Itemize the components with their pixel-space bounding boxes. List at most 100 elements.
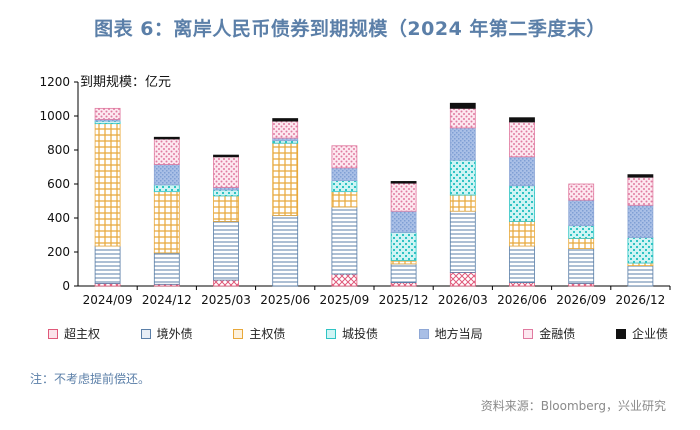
bar-segment-城投债-2025/12 bbox=[390, 232, 417, 261]
bar-segment-主权债-2024/09 bbox=[94, 123, 121, 247]
bar-segment-金融债-2026/06 bbox=[509, 121, 535, 158]
x-tick-label: 2024/09 bbox=[83, 293, 133, 307]
bar-segment-境外债-2025/12 bbox=[390, 263, 417, 283]
y-tick-label: 200 bbox=[47, 245, 70, 259]
legend-item: 境外债 bbox=[140, 325, 193, 342]
bar-segment-金融债-2024/09 bbox=[94, 107, 121, 120]
legend-swatch bbox=[523, 328, 534, 339]
bar-segment-金融债-2024/12 bbox=[153, 138, 180, 165]
bar-segment-金融债-2025/12 bbox=[390, 182, 417, 212]
bar-chart: 0 200 400 600 800 1000 1200 2024/09 2024/12 2025/… bbox=[39, 75, 671, 307]
y-tick-label: 1200 bbox=[39, 75, 70, 89]
x-tick-label: 2025/03 bbox=[201, 293, 251, 307]
bar-segment-企业债-2026/06 bbox=[509, 117, 535, 123]
bar-segment-主权债-2024/12 bbox=[153, 191, 180, 254]
x-tick-label: 2026/12 bbox=[615, 293, 665, 307]
bar-segment-城投债-2026/03 bbox=[449, 159, 476, 196]
bar-segment-超主权-2025/03 bbox=[213, 279, 239, 287]
bar-segment-主权债-2026/09 bbox=[568, 237, 595, 249]
legend-item: 企业债 bbox=[615, 325, 668, 342]
bar-segment-境外债-2026/09 bbox=[568, 248, 595, 284]
legend-swatch bbox=[325, 328, 336, 339]
legend-swatch bbox=[615, 328, 626, 339]
x-tick-label: 2025/12 bbox=[379, 293, 429, 307]
bar-segment-境外债-2024/09 bbox=[94, 245, 121, 284]
chart-legend: 超主权 境外债 主权债 城投债 地方当局 金融债 企业债 bbox=[48, 325, 668, 342]
bar-segment-境外债-2026/12 bbox=[627, 265, 654, 287]
bar-segment-主权债-2026/03 bbox=[449, 194, 476, 212]
legend-item: 地方当局 bbox=[418, 325, 483, 342]
legend-label: 金融债 bbox=[539, 327, 576, 341]
y-tick-label: 400 bbox=[47, 211, 70, 225]
bar-segment-境外债-2025/06 bbox=[272, 215, 299, 287]
legend-item: 城投债 bbox=[325, 325, 378, 342]
legend-label: 企业债 bbox=[631, 327, 668, 341]
x-tick-label: 2026/03 bbox=[438, 293, 488, 307]
bar-segment-企业债-2026/03 bbox=[449, 102, 476, 109]
legend-label: 主权债 bbox=[249, 327, 286, 341]
bar-segment-城投债-2025/03 bbox=[213, 189, 239, 197]
bar-segment-超主权-2026/03 bbox=[449, 271, 476, 287]
bar-segment-金融债-2026/09 bbox=[568, 183, 595, 201]
legend-swatch bbox=[140, 328, 151, 339]
bar-segment-企业债-2024/12 bbox=[153, 136, 180, 140]
bar-segment-地方当局-2025/09 bbox=[331, 167, 358, 182]
bar-segment-主权债-2025/03 bbox=[213, 195, 239, 222]
footnote: 注：不考虑提前偿还。 bbox=[30, 372, 151, 386]
bar-segment-金融债-2026/03 bbox=[449, 107, 476, 129]
bar-segment-城投债-2026/12 bbox=[627, 237, 654, 264]
bar-segment-地方当局-2026/12 bbox=[627, 204, 654, 238]
x-tick-label: 2024/12 bbox=[142, 293, 192, 307]
y-tick-label: 0 bbox=[62, 279, 70, 293]
bar-segment-企业债-2025/12 bbox=[390, 181, 417, 184]
bar-segment-超主权-2026/06 bbox=[509, 282, 535, 287]
x-tick-label: 2026/06 bbox=[497, 293, 547, 307]
bar-segment-超主权-2025/12 bbox=[390, 282, 417, 287]
legend-swatch bbox=[418, 328, 429, 339]
legend-item: 超主权 bbox=[48, 325, 100, 342]
x-tick-label: 2026/09 bbox=[556, 293, 606, 307]
x-tick-label: 2025/06 bbox=[260, 293, 310, 307]
y-tick-label: 1000 bbox=[39, 109, 70, 123]
bar-segment-地方当局-2025/12 bbox=[390, 210, 417, 233]
bar-segment-地方当局-2024/12 bbox=[153, 164, 180, 186]
bar-segment-城投债-2026/06 bbox=[509, 185, 535, 222]
legend-label: 地方当局 bbox=[434, 327, 483, 341]
y-tick-label: 800 bbox=[47, 143, 70, 157]
legend-label: 超主权 bbox=[64, 327, 101, 341]
y-tick-label: 600 bbox=[47, 177, 70, 191]
bar-segment-超主权-2025/09 bbox=[331, 273, 358, 287]
legend-swatch bbox=[233, 328, 244, 339]
bar-segment-主权债-2026/06 bbox=[509, 220, 535, 247]
bar-segment-城投债-2024/12 bbox=[153, 184, 180, 193]
bar-segment-地方当局-2026/06 bbox=[509, 156, 535, 187]
bar-segment-境外债-2025/09 bbox=[331, 206, 358, 275]
bar-segment-金融债-2025/06 bbox=[272, 120, 299, 139]
bar-segment-地方当局-2026/03 bbox=[449, 127, 476, 161]
bar-segment-金融债-2025/09 bbox=[331, 145, 358, 169]
legend-item: 金融债 bbox=[523, 325, 575, 342]
unit-label: 到期规模：亿元 bbox=[80, 75, 171, 90]
source-note: 资料来源：Bloomberg，兴业研究 bbox=[480, 399, 666, 413]
bar-segment-金融债-2025/03 bbox=[213, 156, 239, 188]
bar-segment-企业债-2026/12 bbox=[627, 174, 654, 178]
bar-segment-主权债-2025/12 bbox=[390, 260, 417, 265]
legend-label: 境外债 bbox=[156, 327, 193, 341]
legend-label: 城投债 bbox=[341, 327, 378, 341]
bar-segment-地方当局-2026/09 bbox=[568, 199, 595, 227]
bar-segment-城投债-2025/09 bbox=[331, 180, 358, 193]
bar-segment-境外债-2026/03 bbox=[449, 210, 476, 273]
bar-segment-城投债-2026/09 bbox=[568, 225, 595, 239]
bar-segment-境外债-2025/03 bbox=[213, 220, 239, 281]
bar-segment-企业债-2025/03 bbox=[213, 154, 239, 158]
bar-segment-境外债-2026/06 bbox=[509, 245, 535, 284]
bar-segment-主权债-2025/06 bbox=[272, 142, 299, 216]
legend-swatch bbox=[48, 328, 58, 339]
bar-segment-金融债-2026/12 bbox=[627, 176, 654, 206]
legend-item: 主权债 bbox=[233, 325, 285, 342]
bar-segment-企业债-2025/06 bbox=[272, 118, 299, 122]
chart-title: 图表 6：离岸人民币债券到期规模（2024 年第二季度末） bbox=[94, 18, 606, 40]
bar-segment-主权债-2025/09 bbox=[331, 191, 358, 208]
x-tick-label: 2025/09 bbox=[319, 293, 369, 307]
bar-segment-境外债-2024/12 bbox=[153, 252, 180, 285]
